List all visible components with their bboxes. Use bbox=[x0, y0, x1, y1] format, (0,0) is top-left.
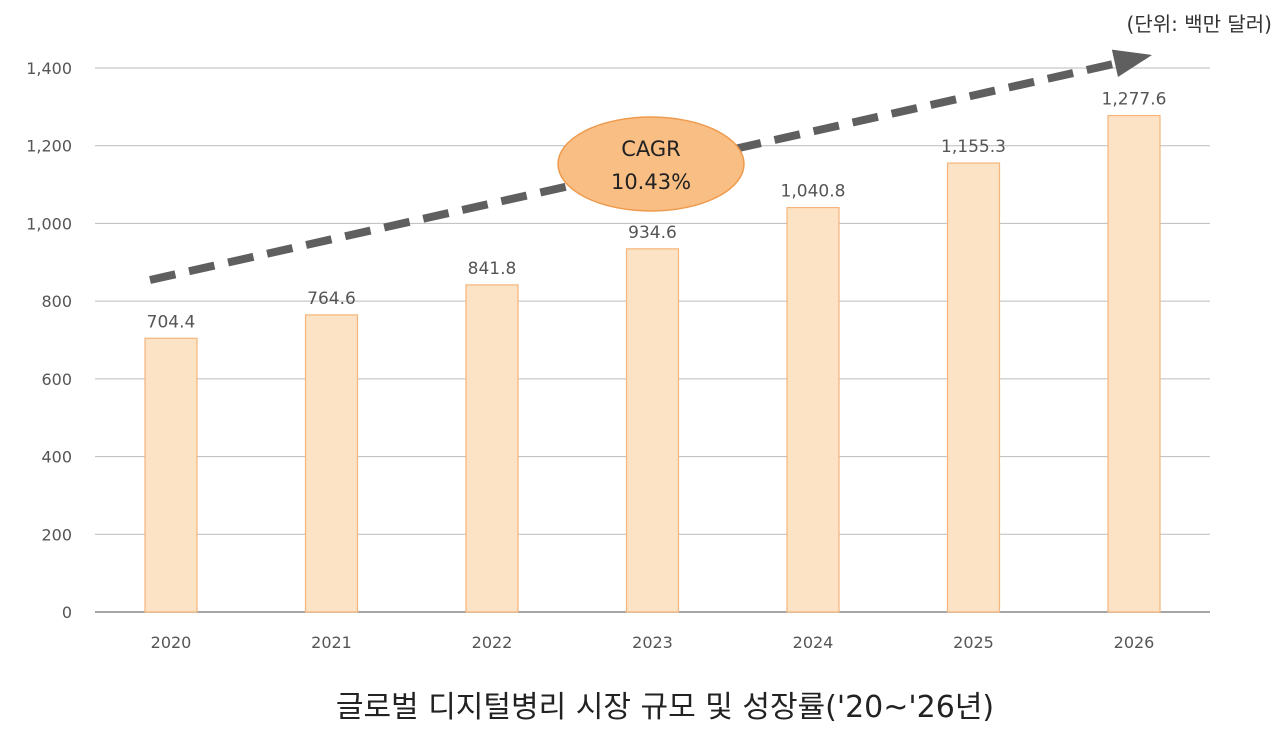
y-tick-label: 600 bbox=[41, 370, 72, 389]
cagr-label: CAGR bbox=[621, 137, 681, 161]
y-axis-ticks: 0 200 400 600 800 1,000 1,200 1,400 bbox=[26, 59, 72, 622]
unit-label: (단위: 백만 달러) bbox=[1126, 12, 1272, 36]
data-label: 841.8 bbox=[468, 259, 517, 279]
data-label: 1,040.8 bbox=[781, 182, 846, 202]
bar-2020 bbox=[144, 337, 198, 613]
data-label: 934.6 bbox=[628, 223, 677, 243]
cagr-annotation: CAGR 10.43% bbox=[557, 116, 745, 212]
x-tick-label: 2021 bbox=[311, 633, 352, 652]
bar-2024 bbox=[786, 206, 840, 613]
x-tick-label: 2024 bbox=[793, 633, 834, 652]
data-label: 764.6 bbox=[307, 289, 356, 309]
y-tick-label: 1,000 bbox=[26, 214, 72, 233]
x-tick-label: 2023 bbox=[632, 633, 673, 652]
x-axis-ticks: 2020 2021 2022 2023 2024 2025 2026 bbox=[151, 633, 1155, 652]
bar-2026 bbox=[1107, 114, 1161, 613]
trend-arrowhead bbox=[1111, 49, 1152, 77]
bar-2023 bbox=[625, 248, 680, 613]
y-tick-label: 400 bbox=[41, 448, 72, 467]
data-label: 1,155.3 bbox=[941, 137, 1006, 157]
bar-2022 bbox=[465, 284, 519, 613]
y-tick-label: 200 bbox=[41, 525, 72, 544]
y-tick-label: 0 bbox=[62, 603, 72, 622]
bar-2025 bbox=[946, 162, 1001, 613]
x-tick-label: 2026 bbox=[1114, 633, 1155, 652]
data-label: 1,277.6 bbox=[1102, 90, 1167, 110]
cagr-ellipse bbox=[557, 116, 745, 212]
y-tick-label: 1,200 bbox=[26, 137, 72, 156]
y-tick-label: 800 bbox=[41, 292, 72, 311]
y-tick-label: 1,400 bbox=[26, 59, 72, 78]
bars bbox=[144, 114, 1161, 613]
data-labels: 704.4 764.6 841.8 934.6 1,040.8 1,155.3 1,277.… bbox=[147, 90, 1167, 333]
data-label: 704.4 bbox=[147, 312, 196, 332]
cagr-value: 10.43% bbox=[611, 170, 691, 194]
x-tick-label: 2020 bbox=[151, 633, 192, 652]
x-tick-label: 2022 bbox=[472, 633, 513, 652]
chart-title: 글로벌 디지털병리 시장 규모 및 성장률('20~'26년) bbox=[335, 690, 995, 725]
x-tick-label: 2025 bbox=[953, 633, 994, 652]
bar-2021 bbox=[304, 314, 359, 613]
